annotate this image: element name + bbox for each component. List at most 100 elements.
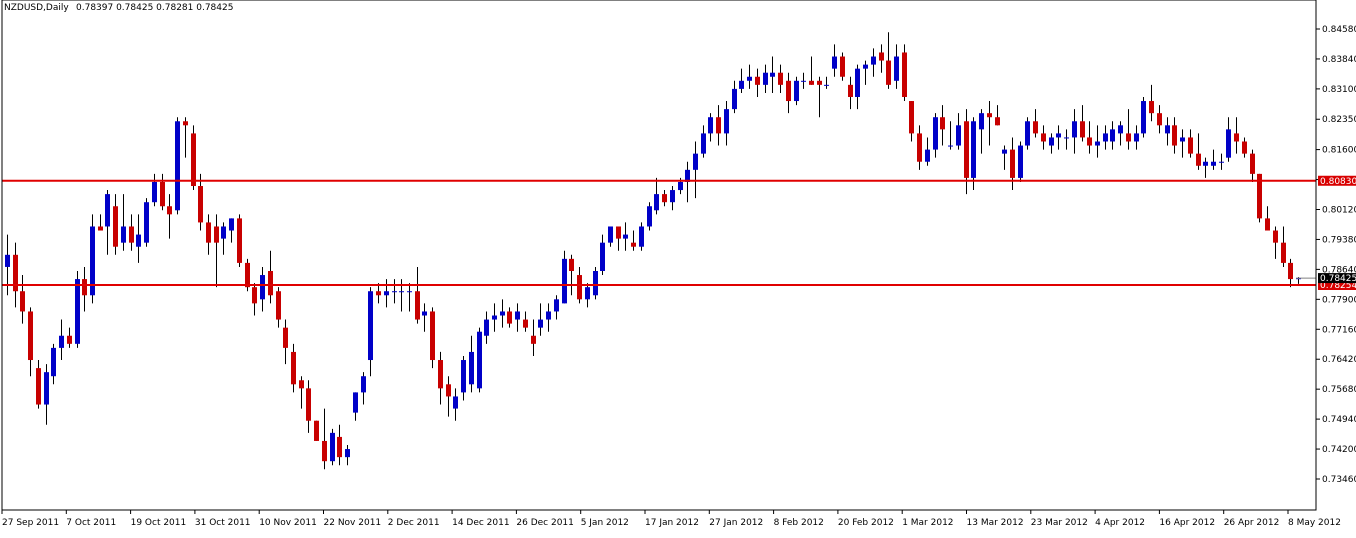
candle-body [492, 315, 497, 320]
candle-body [538, 319, 543, 328]
candle-body [909, 101, 914, 134]
x-tick-label: 16 Apr 2012 [1159, 518, 1215, 528]
candle-body [693, 153, 698, 170]
candle-body [855, 68, 860, 97]
candle-body [1041, 133, 1046, 142]
x-tick-label: 13 Mar 2012 [967, 518, 1024, 528]
candle-body [105, 194, 110, 227]
candle-body [500, 311, 505, 316]
candle-body [191, 133, 196, 187]
candle-body [345, 449, 350, 458]
candle-body [670, 190, 675, 203]
candle-body [1064, 137, 1069, 139]
candle-body [917, 133, 922, 162]
candle-body [778, 72, 783, 85]
candle-body [82, 279, 87, 296]
current-price-tag [1318, 273, 1356, 284]
candle-body [283, 327, 288, 348]
candle-body [515, 311, 520, 320]
candle-body [1056, 133, 1061, 138]
candle-body [1296, 278, 1301, 280]
candle-body [1211, 161, 1216, 166]
y-tick-label: 0.78640 [1322, 265, 1356, 275]
candle-body [507, 311, 512, 324]
candle-body [794, 80, 799, 102]
candle-body [67, 335, 72, 344]
candle-body [1219, 161, 1224, 163]
candle-body [113, 206, 118, 247]
candle-body [886, 60, 891, 85]
candle-body [739, 80, 744, 89]
candle-body [879, 52, 884, 61]
y-tick-label: 0.83840 [1322, 55, 1356, 65]
candle-body [214, 226, 219, 243]
candle-body [1018, 145, 1023, 178]
candle-body [1281, 242, 1286, 263]
candle-body [1087, 137, 1092, 146]
candle-body [840, 56, 845, 77]
x-tick-label: 22 Nov 2011 [324, 518, 382, 528]
candle-body [1010, 149, 1015, 178]
candle-body [1126, 133, 1131, 142]
candle-body [252, 287, 257, 304]
candle-body [1149, 101, 1154, 114]
candle-body [368, 291, 373, 361]
y-tick-label: 0.81600 [1322, 146, 1356, 156]
candle-body [616, 226, 621, 239]
x-tick-label: 26 Dec 2011 [516, 518, 574, 528]
x-tick-label: 17 Jan 2012 [645, 518, 699, 528]
candle-body [384, 291, 389, 296]
candle-body [276, 291, 281, 320]
candle-body [662, 194, 667, 203]
candle-body [28, 311, 33, 361]
candle-body [747, 76, 752, 81]
candle-body [995, 117, 1000, 126]
candle-body [1188, 137, 1193, 154]
candle-body [337, 436, 342, 458]
candle-body [353, 392, 358, 413]
candle-body [90, 226, 95, 296]
chart-header-ohlc: 0.78397 0.78425 0.78281 0.78425 [76, 3, 233, 13]
candle-body [477, 331, 482, 389]
candle-body [832, 56, 837, 69]
x-tick-label: 7 Oct 2011 [66, 518, 116, 528]
x-tick-label: 26 Apr 2012 [1224, 518, 1280, 528]
y-tick-label: 0.77160 [1322, 325, 1356, 335]
candles-layer [5, 32, 1301, 470]
candle-body [1257, 173, 1262, 219]
candle-body [198, 186, 203, 223]
candle-body [13, 254, 18, 292]
candle-body [314, 420, 319, 441]
candle-body [732, 88, 737, 110]
x-tick-label: 27 Jan 2012 [709, 518, 763, 528]
candle-body [817, 80, 822, 85]
candle-body [1072, 121, 1077, 138]
candle-body [51, 347, 56, 377]
candle-body [809, 80, 814, 85]
x-tick-label: 23 Mar 2012 [1031, 518, 1088, 528]
candle-body [716, 117, 721, 134]
candle-body [430, 311, 435, 361]
candle-body [422, 311, 427, 316]
plot-frame [1, 0, 1317, 511]
y-tick-label: 0.73460 [1322, 475, 1356, 485]
x-tick-label: 14 Dec 2011 [452, 518, 510, 528]
horizontal-lines-layer[interactable] [2, 179, 1316, 286]
x-tick-label: 19 Oct 2011 [131, 518, 187, 528]
candle-body [461, 360, 466, 393]
candle-body [237, 218, 242, 263]
candle-body [152, 181, 157, 203]
candle-body [245, 262, 250, 288]
y-tick-label: 0.83100 [1322, 85, 1356, 95]
y-tick-label: 0.76420 [1322, 355, 1356, 365]
candle-body [964, 121, 969, 178]
candle-body [229, 218, 234, 231]
candle-body [1025, 121, 1030, 146]
candle-body [593, 270, 598, 296]
candle-body [894, 56, 899, 81]
candle-body [554, 299, 559, 312]
